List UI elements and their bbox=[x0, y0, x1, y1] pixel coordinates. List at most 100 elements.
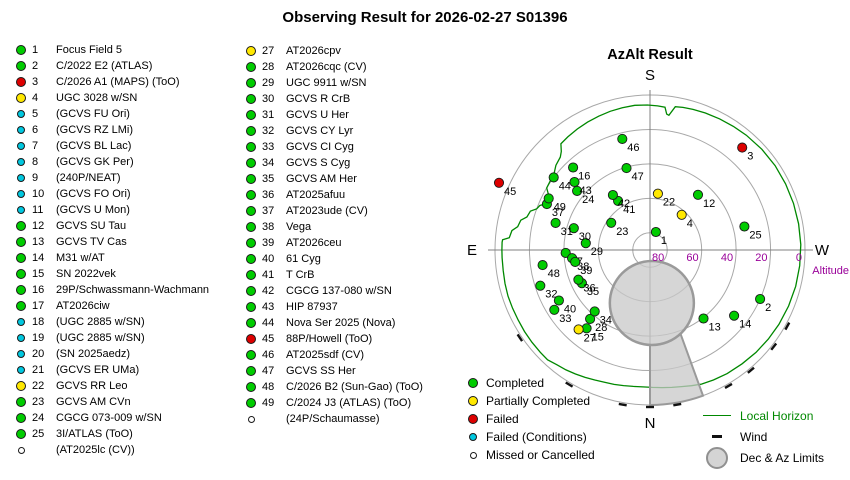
target-number: 8 bbox=[32, 156, 39, 168]
target-name: (UGC 2885 w/SN) bbox=[56, 332, 145, 344]
altitude-axis-label: Altitude bbox=[812, 265, 849, 277]
target-name: 3I/ATLAS (ToO) bbox=[56, 428, 133, 440]
status-dot-failed bbox=[466, 414, 480, 424]
plot-point-label-45: 45 bbox=[504, 186, 516, 198]
target-number: 6 bbox=[32, 124, 39, 136]
altitude-tick-label: 20 bbox=[755, 252, 767, 264]
status-dot-completed bbox=[244, 366, 258, 376]
status-dot-completed bbox=[244, 318, 258, 328]
compass-label-n: N bbox=[645, 415, 656, 432]
target-row: 49 C/2024 J3 (ATLAS) (ToO) bbox=[244, 395, 423, 411]
status-dot-completed bbox=[14, 285, 28, 295]
status-dot-conditions bbox=[14, 174, 28, 182]
plot-point-39 bbox=[570, 256, 581, 267]
target-row: 23 GCVS AM CVn bbox=[14, 394, 209, 410]
plot-point-label-25: 25 bbox=[749, 230, 761, 242]
target-row: 9 (240P/NEAT) bbox=[14, 170, 209, 186]
plot-point-label-40: 40 bbox=[564, 304, 576, 316]
plot-point-48 bbox=[537, 260, 548, 271]
target-name: AT2026cpv bbox=[286, 45, 341, 57]
target-number: 32 bbox=[262, 125, 275, 137]
target-row: 30 GCVS R CrB bbox=[244, 91, 423, 107]
target-number: 40 bbox=[262, 253, 275, 265]
target-name: (GCVS RZ LMi) bbox=[56, 124, 133, 136]
target-number: 25 bbox=[32, 428, 45, 440]
plot-point-label-24: 24 bbox=[582, 194, 594, 206]
target-row: 7 (GCVS BL Lac) bbox=[14, 138, 209, 154]
local-horizon-line bbox=[501, 104, 802, 389]
target-row: 2 C/2022 E2 (ATLAS) bbox=[14, 58, 209, 74]
target-row: 39 AT2026ceu bbox=[244, 235, 423, 251]
target-name: (GCVS U Mon) bbox=[56, 204, 130, 216]
target-name: Vega bbox=[286, 221, 312, 233]
plot-point-3 bbox=[737, 142, 748, 153]
target-number: 19 bbox=[32, 332, 45, 344]
compass-label-w: W bbox=[815, 242, 830, 259]
plot-point-label-30: 30 bbox=[579, 231, 591, 243]
status-dot-completed bbox=[14, 45, 28, 55]
target-row: 40 61 Cyg bbox=[244, 251, 423, 267]
plot-point-23 bbox=[606, 217, 617, 228]
status-dot-completed bbox=[244, 254, 258, 264]
target-name: GCVS RR Leo bbox=[56, 380, 128, 392]
target-number: 44 bbox=[262, 317, 275, 329]
target-row: (24P/Schaumasse) bbox=[244, 411, 423, 427]
target-name: (24P/Schaumasse) bbox=[286, 413, 380, 425]
legend-map-item-horizon: Local Horizon bbox=[694, 405, 824, 426]
altitude-tick-label: 60 bbox=[686, 252, 698, 264]
plot-point-46 bbox=[617, 133, 628, 144]
status-dot-failed bbox=[244, 334, 258, 344]
status-dot-completed bbox=[244, 350, 258, 360]
target-name: (UGC 2885 w/SN) bbox=[56, 316, 145, 328]
legend-status-label: Completed bbox=[486, 376, 545, 390]
target-name: M31 w/AT bbox=[56, 252, 105, 264]
legend-status-item: Missed or Cancelled bbox=[466, 446, 595, 464]
status-dot-completed bbox=[244, 158, 258, 168]
plot-point-label-3: 3 bbox=[747, 151, 753, 163]
plot-point-28 bbox=[585, 313, 596, 324]
target-row: 44 Nova Ser 2025 (Nova) bbox=[244, 315, 423, 331]
status-dot-completed bbox=[14, 429, 28, 439]
target-number: 31 bbox=[262, 109, 275, 121]
target-number: 22 bbox=[32, 380, 45, 392]
plot-point-40 bbox=[553, 295, 564, 306]
target-number: 39 bbox=[262, 237, 275, 249]
target-number: 48 bbox=[262, 381, 275, 393]
status-dot-conditions bbox=[14, 110, 28, 118]
status-dot-failed bbox=[14, 77, 28, 87]
target-name: GCVS TV Cas bbox=[56, 236, 127, 248]
status-dot-completed bbox=[14, 221, 28, 231]
status-dot-partial bbox=[466, 396, 480, 406]
wind-tick bbox=[673, 402, 682, 407]
target-row: 13 GCVS TV Cas bbox=[14, 234, 209, 250]
status-legend: Completed Partially Completed Failed Failed… bbox=[466, 374, 595, 464]
plot-point-14 bbox=[729, 310, 740, 321]
target-name: AT2026ciw bbox=[56, 300, 110, 312]
target-row: 21 (GCVS ER UMa) bbox=[14, 362, 209, 378]
target-number: 41 bbox=[262, 269, 275, 281]
target-row: 16 29P/Schwassmann-Wachmann bbox=[14, 282, 209, 298]
target-number: 38 bbox=[262, 221, 275, 233]
target-name: AT2025sdf (CV) bbox=[286, 349, 365, 361]
target-number: 47 bbox=[262, 365, 275, 377]
target-number: 7 bbox=[32, 140, 39, 152]
plot-point-1 bbox=[650, 226, 661, 238]
target-name: 29P/Schwassmann-Wachmann bbox=[56, 284, 210, 296]
target-row: 17 AT2026ciw bbox=[14, 298, 209, 314]
status-dot-completed bbox=[244, 302, 258, 312]
wind-tick bbox=[747, 366, 755, 374]
target-row: 47 GCVS SS Her bbox=[244, 363, 423, 379]
target-name: T CrB bbox=[286, 269, 315, 281]
target-number: 3 bbox=[32, 76, 39, 88]
plot-point-label-15: 15 bbox=[592, 331, 604, 343]
target-number: 35 bbox=[262, 173, 275, 185]
plot-point-22 bbox=[652, 188, 663, 199]
plot-point-2 bbox=[755, 293, 766, 305]
target-number: 15 bbox=[32, 268, 45, 280]
target-name: HIP 87937 bbox=[286, 301, 338, 313]
target-row: 32 GCVS CY Lyr bbox=[244, 123, 423, 139]
plot-point-43 bbox=[569, 176, 580, 188]
target-name: CGCG 137-080 w/SN bbox=[286, 285, 392, 297]
plot-point-label-36: 36 bbox=[583, 283, 595, 295]
status-dot-completed bbox=[14, 237, 28, 247]
